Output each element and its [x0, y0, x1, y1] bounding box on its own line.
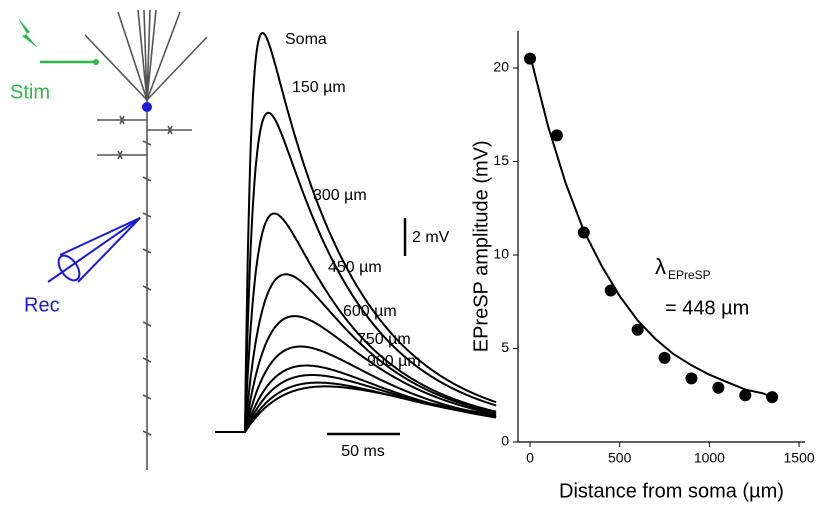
- branch: [84, 34, 148, 101]
- voltage-scale-label: 2 mV: [412, 229, 450, 246]
- data-point: [739, 389, 752, 402]
- y-tick-label: 20: [493, 59, 509, 75]
- data-point: [631, 323, 644, 336]
- branch: [137, 9, 148, 101]
- rec-wire: [47, 217, 141, 283]
- stim-tip: [93, 59, 99, 65]
- trace: [215, 31, 497, 433]
- rec-ellipse: [57, 254, 81, 282]
- tuft: [84, 9, 208, 101]
- y-tick-label: 0: [501, 433, 509, 449]
- x-tick-label: 500: [608, 450, 632, 466]
- branch: [143, 9, 148, 101]
- stim-icon: [18, 18, 38, 48]
- data-point: [685, 372, 698, 385]
- y-tick-label: 5: [501, 339, 509, 355]
- stim-label: Stim: [10, 81, 50, 103]
- neuron-diagram: Stim Rec: [10, 9, 208, 470]
- annotation-subscript: EPreSP: [668, 268, 711, 282]
- fit-curve: [529, 54, 773, 399]
- rec-label: Rec: [24, 294, 60, 316]
- data-point: [577, 226, 590, 239]
- y-tick-label: 15: [493, 152, 509, 168]
- trace-label: 750 µm: [357, 331, 411, 348]
- branch: [146, 9, 151, 101]
- trace-label: 900 µm: [367, 353, 421, 370]
- annotation-text: = 448 µm: [665, 297, 749, 319]
- x-tick-label: 1000: [694, 450, 725, 466]
- x-axis-label: Distance from soma (µm): [559, 480, 784, 502]
- trace-label: 600 µm: [343, 303, 397, 320]
- y-axis-label: EPreSP amplitude (mV): [470, 140, 492, 352]
- branch: [117, 11, 148, 101]
- branch: [146, 11, 181, 101]
- trace-label: 450 µm: [328, 259, 382, 276]
- data-point: [550, 129, 563, 142]
- data-point: [766, 391, 779, 404]
- branch: [146, 36, 208, 101]
- y-tick-label: 10: [493, 246, 509, 262]
- trace-label: Soma: [285, 31, 327, 48]
- trace: [215, 385, 497, 433]
- trace: [215, 212, 497, 433]
- rec-cone: [59, 217, 141, 256]
- trace: [215, 315, 497, 433]
- trace: [215, 111, 497, 433]
- rec-cone: [77, 217, 141, 283]
- data-point: [524, 52, 537, 65]
- data-point: [604, 284, 617, 297]
- x-tick-label: 0: [526, 450, 534, 466]
- trace-label: 300 µm: [313, 187, 367, 204]
- trace-label: 150 µm: [292, 79, 346, 96]
- time-scale-label: 50 ms: [341, 443, 385, 460]
- data-point: [658, 351, 671, 364]
- branch: [146, 9, 157, 101]
- annotation-symbol: λ: [655, 254, 666, 279]
- data-point: [712, 381, 725, 394]
- recording-sites: [117, 115, 173, 436]
- x-tick-label: 1500: [784, 450, 815, 466]
- rec-electrode: [47, 217, 141, 283]
- trace: [215, 273, 497, 433]
- soma: [142, 102, 152, 112]
